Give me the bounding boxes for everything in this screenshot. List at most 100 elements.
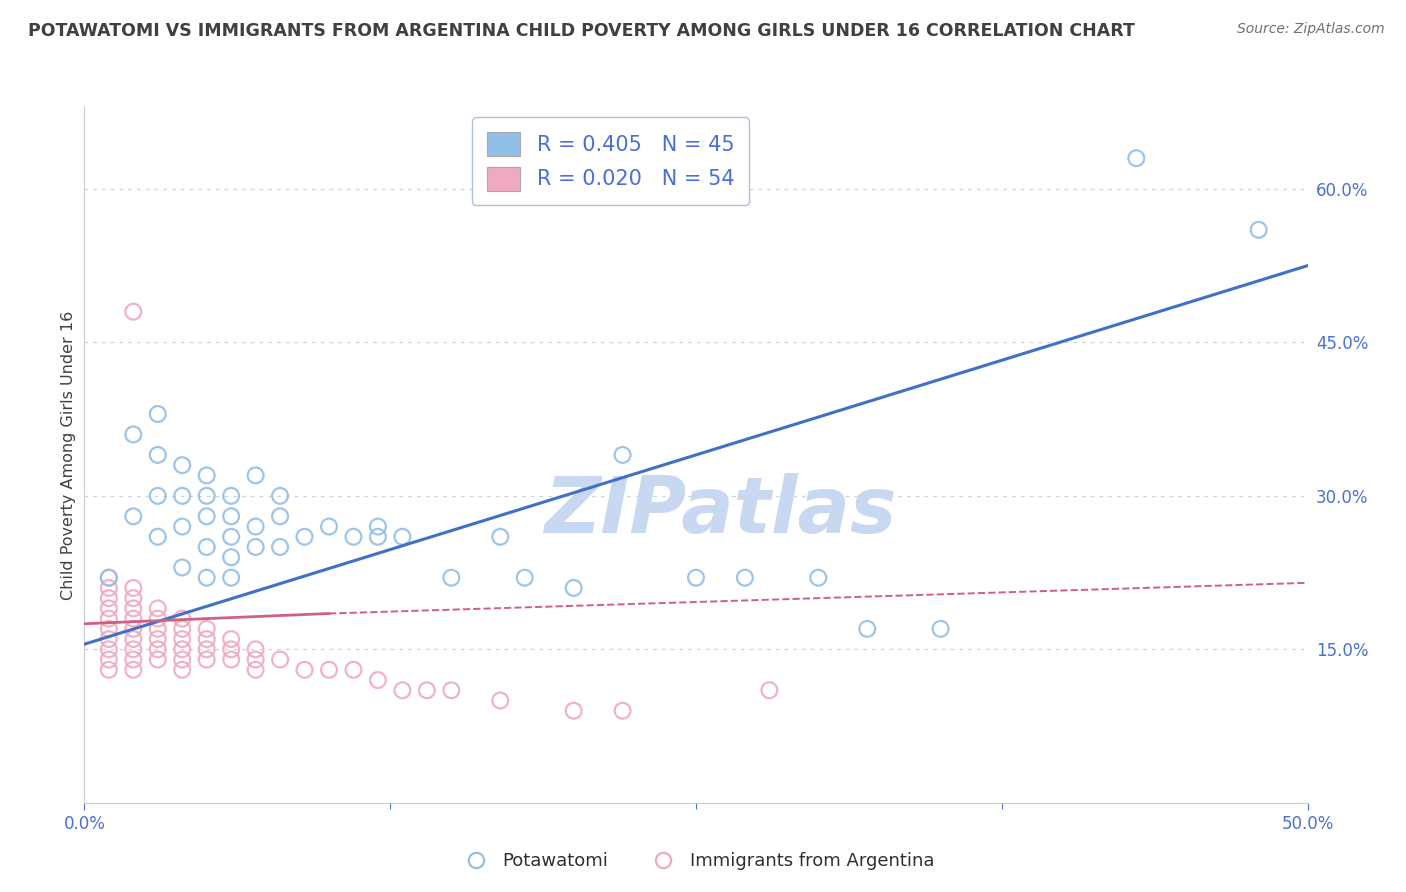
Point [929, 622, 952, 636]
Point [1125, 151, 1147, 165]
Legend: Potawatomi, Immigrants from Argentina: Potawatomi, Immigrants from Argentina [450, 845, 942, 877]
Point [172, 519, 194, 533]
Text: Source: ZipAtlas.com: Source: ZipAtlas.com [1237, 22, 1385, 37]
Point [172, 560, 194, 574]
Point [489, 530, 512, 544]
Point [367, 673, 389, 687]
Point [97, 652, 120, 666]
Point [195, 652, 218, 666]
Point [146, 622, 169, 636]
Point [269, 540, 291, 554]
Point [318, 663, 340, 677]
Point [195, 489, 218, 503]
Point [734, 571, 756, 585]
Point [172, 612, 194, 626]
Point [219, 632, 242, 646]
Point [97, 642, 120, 657]
Point [122, 632, 145, 646]
Point [195, 632, 218, 646]
Point [856, 622, 879, 636]
Point [245, 642, 267, 657]
Point [562, 704, 585, 718]
Point [172, 642, 194, 657]
Point [122, 591, 145, 606]
Point [97, 571, 120, 585]
Point [97, 622, 120, 636]
Text: ZIPatlas: ZIPatlas [544, 473, 897, 549]
Point [195, 571, 218, 585]
Point [195, 642, 218, 657]
Point [122, 663, 145, 677]
Point [294, 663, 316, 677]
Point [97, 601, 120, 615]
Y-axis label: Child Poverty Among Girls Under 16: Child Poverty Among Girls Under 16 [60, 310, 76, 599]
Point [195, 540, 218, 554]
Point [122, 601, 145, 615]
Point [440, 571, 463, 585]
Point [172, 663, 194, 677]
Point [342, 663, 364, 677]
Point [489, 693, 512, 707]
Point [219, 509, 242, 524]
Point [97, 612, 120, 626]
Point [685, 571, 707, 585]
Point [97, 632, 120, 646]
Point [269, 489, 291, 503]
Point [172, 652, 194, 666]
Point [146, 612, 169, 626]
Point [219, 489, 242, 503]
Point [146, 448, 169, 462]
Point [122, 612, 145, 626]
Point [195, 622, 218, 636]
Point [294, 530, 316, 544]
Point [122, 652, 145, 666]
Point [367, 530, 389, 544]
Point [146, 530, 169, 544]
Point [513, 571, 536, 585]
Point [269, 509, 291, 524]
Text: POTAWATOMI VS IMMIGRANTS FROM ARGENTINA CHILD POVERTY AMONG GIRLS UNDER 16 CORRE: POTAWATOMI VS IMMIGRANTS FROM ARGENTINA … [28, 22, 1135, 40]
Point [172, 632, 194, 646]
Point [146, 642, 169, 657]
Point [146, 601, 169, 615]
Point [97, 591, 120, 606]
Point [172, 622, 194, 636]
Point [219, 652, 242, 666]
Point [219, 550, 242, 565]
Point [612, 704, 634, 718]
Point [219, 530, 242, 544]
Point [612, 448, 634, 462]
Point [195, 509, 218, 524]
Point [219, 642, 242, 657]
Point [172, 458, 194, 472]
Point [245, 468, 267, 483]
Point [146, 632, 169, 646]
Point [122, 304, 145, 318]
Point [391, 530, 413, 544]
Point [122, 427, 145, 442]
Point [367, 519, 389, 533]
Point [122, 622, 145, 636]
Point [245, 540, 267, 554]
Point [97, 581, 120, 595]
Point [195, 468, 218, 483]
Point [416, 683, 439, 698]
Point [97, 663, 120, 677]
Point [122, 642, 145, 657]
Point [172, 489, 194, 503]
Point [245, 663, 267, 677]
Point [245, 652, 267, 666]
Point [122, 509, 145, 524]
Point [318, 519, 340, 533]
Point [97, 571, 120, 585]
Point [269, 652, 291, 666]
Point [122, 581, 145, 595]
Point [342, 530, 364, 544]
Point [146, 407, 169, 421]
Point [758, 683, 780, 698]
Point [146, 652, 169, 666]
Point [1247, 223, 1270, 237]
Point [146, 489, 169, 503]
Point [562, 581, 585, 595]
Point [440, 683, 463, 698]
